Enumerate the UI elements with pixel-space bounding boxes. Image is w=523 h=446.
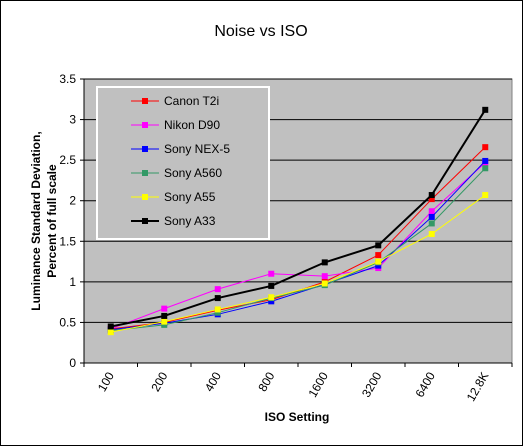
legend: Canon T2i Nikon D90 Sony NEX-5 Sony A560 Son… bbox=[96, 86, 270, 240]
x-tick-label: 200 bbox=[148, 369, 170, 394]
y-tick-label: 2.5 bbox=[59, 153, 76, 167]
legend-label: Sony A560 bbox=[164, 166, 222, 180]
legend-label: Sony A55 bbox=[164, 190, 216, 204]
legend-swatch-marker bbox=[142, 122, 148, 128]
data-point bbox=[107, 329, 114, 336]
data-point bbox=[428, 230, 435, 237]
series-line bbox=[110, 194, 486, 333]
data-point bbox=[214, 295, 221, 302]
data-point bbox=[161, 312, 168, 319]
data-point bbox=[428, 213, 435, 220]
data-point bbox=[375, 242, 382, 249]
legend-label: Sony A33 bbox=[164, 214, 216, 228]
data-point bbox=[107, 323, 114, 330]
data-point bbox=[161, 305, 168, 312]
axes bbox=[83, 79, 513, 367]
series-line bbox=[110, 109, 487, 328]
data-point bbox=[482, 165, 489, 172]
data-point bbox=[482, 106, 489, 113]
data-point bbox=[214, 306, 221, 313]
chart-title: Noise vs ISO bbox=[214, 23, 307, 40]
legend-label: Nikon D90 bbox=[164, 118, 220, 132]
legend-swatch-marker bbox=[142, 146, 148, 152]
data-point bbox=[161, 318, 168, 325]
data-point bbox=[482, 192, 489, 199]
y-tick-label: 2 bbox=[69, 194, 76, 208]
legend-label: Canon T2i bbox=[164, 94, 219, 108]
data-point bbox=[214, 309, 221, 316]
x-tick-label: 1600 bbox=[306, 369, 332, 399]
data-point bbox=[268, 270, 275, 277]
legend-swatch-marker bbox=[142, 194, 148, 200]
x-tick-label: 800 bbox=[255, 369, 277, 394]
x-tick-label: 3200 bbox=[359, 369, 385, 399]
data-point bbox=[268, 298, 275, 305]
y-tick-label: 3 bbox=[69, 113, 76, 127]
data-point bbox=[428, 208, 435, 215]
data-point bbox=[268, 294, 275, 301]
series bbox=[107, 106, 489, 330]
y-tick-label: 1.5 bbox=[59, 234, 76, 248]
y-tick-label: 1 bbox=[69, 275, 76, 289]
x-tick-labels: 100 200 400 800 1600 3200 6400 12.8K bbox=[95, 369, 492, 403]
y-axis-title-line2: Percent of full scale bbox=[45, 164, 59, 278]
data-point bbox=[482, 144, 489, 151]
data-point bbox=[375, 258, 382, 265]
x-axis-title: ISO Setting bbox=[265, 410, 330, 424]
data-point bbox=[375, 252, 382, 259]
legend-label: Sony NEX-5 bbox=[164, 142, 230, 156]
legend-box bbox=[96, 86, 270, 240]
data-point bbox=[428, 192, 435, 199]
data-point bbox=[428, 196, 435, 203]
data-point bbox=[482, 157, 489, 164]
y-axis-title-line1: Luminance Standard Deviation, bbox=[29, 131, 43, 310]
data-point bbox=[321, 273, 328, 280]
y-tick-label: 0 bbox=[69, 356, 76, 370]
data-point bbox=[321, 280, 328, 287]
data-point bbox=[375, 262, 382, 269]
data-point bbox=[428, 220, 435, 227]
x-tick-label: 400 bbox=[202, 369, 224, 394]
y-tick-labels: 0 0.5 1 1.5 2 2.5 3 3.5 bbox=[59, 72, 76, 370]
data-point bbox=[214, 286, 221, 293]
legend-swatch-marker bbox=[142, 98, 148, 104]
data-point bbox=[161, 321, 168, 328]
y-tick-label: 0.5 bbox=[59, 315, 76, 329]
series-line bbox=[110, 160, 486, 331]
legend-swatch-marker bbox=[142, 218, 148, 224]
data-point bbox=[268, 282, 275, 289]
x-tick-label: 12.8K bbox=[464, 370, 492, 404]
x-tick-label: 6400 bbox=[413, 369, 439, 399]
data-point bbox=[321, 259, 328, 266]
series-line bbox=[110, 167, 486, 332]
legend-swatch-marker bbox=[142, 170, 148, 176]
y-tick-label: 3.5 bbox=[59, 72, 76, 86]
series-layer bbox=[107, 106, 489, 336]
x-tick-label: 100 bbox=[95, 369, 117, 394]
series bbox=[107, 192, 489, 336]
y-axis-title: Luminance Standard Deviation, Percent of… bbox=[29, 131, 59, 310]
